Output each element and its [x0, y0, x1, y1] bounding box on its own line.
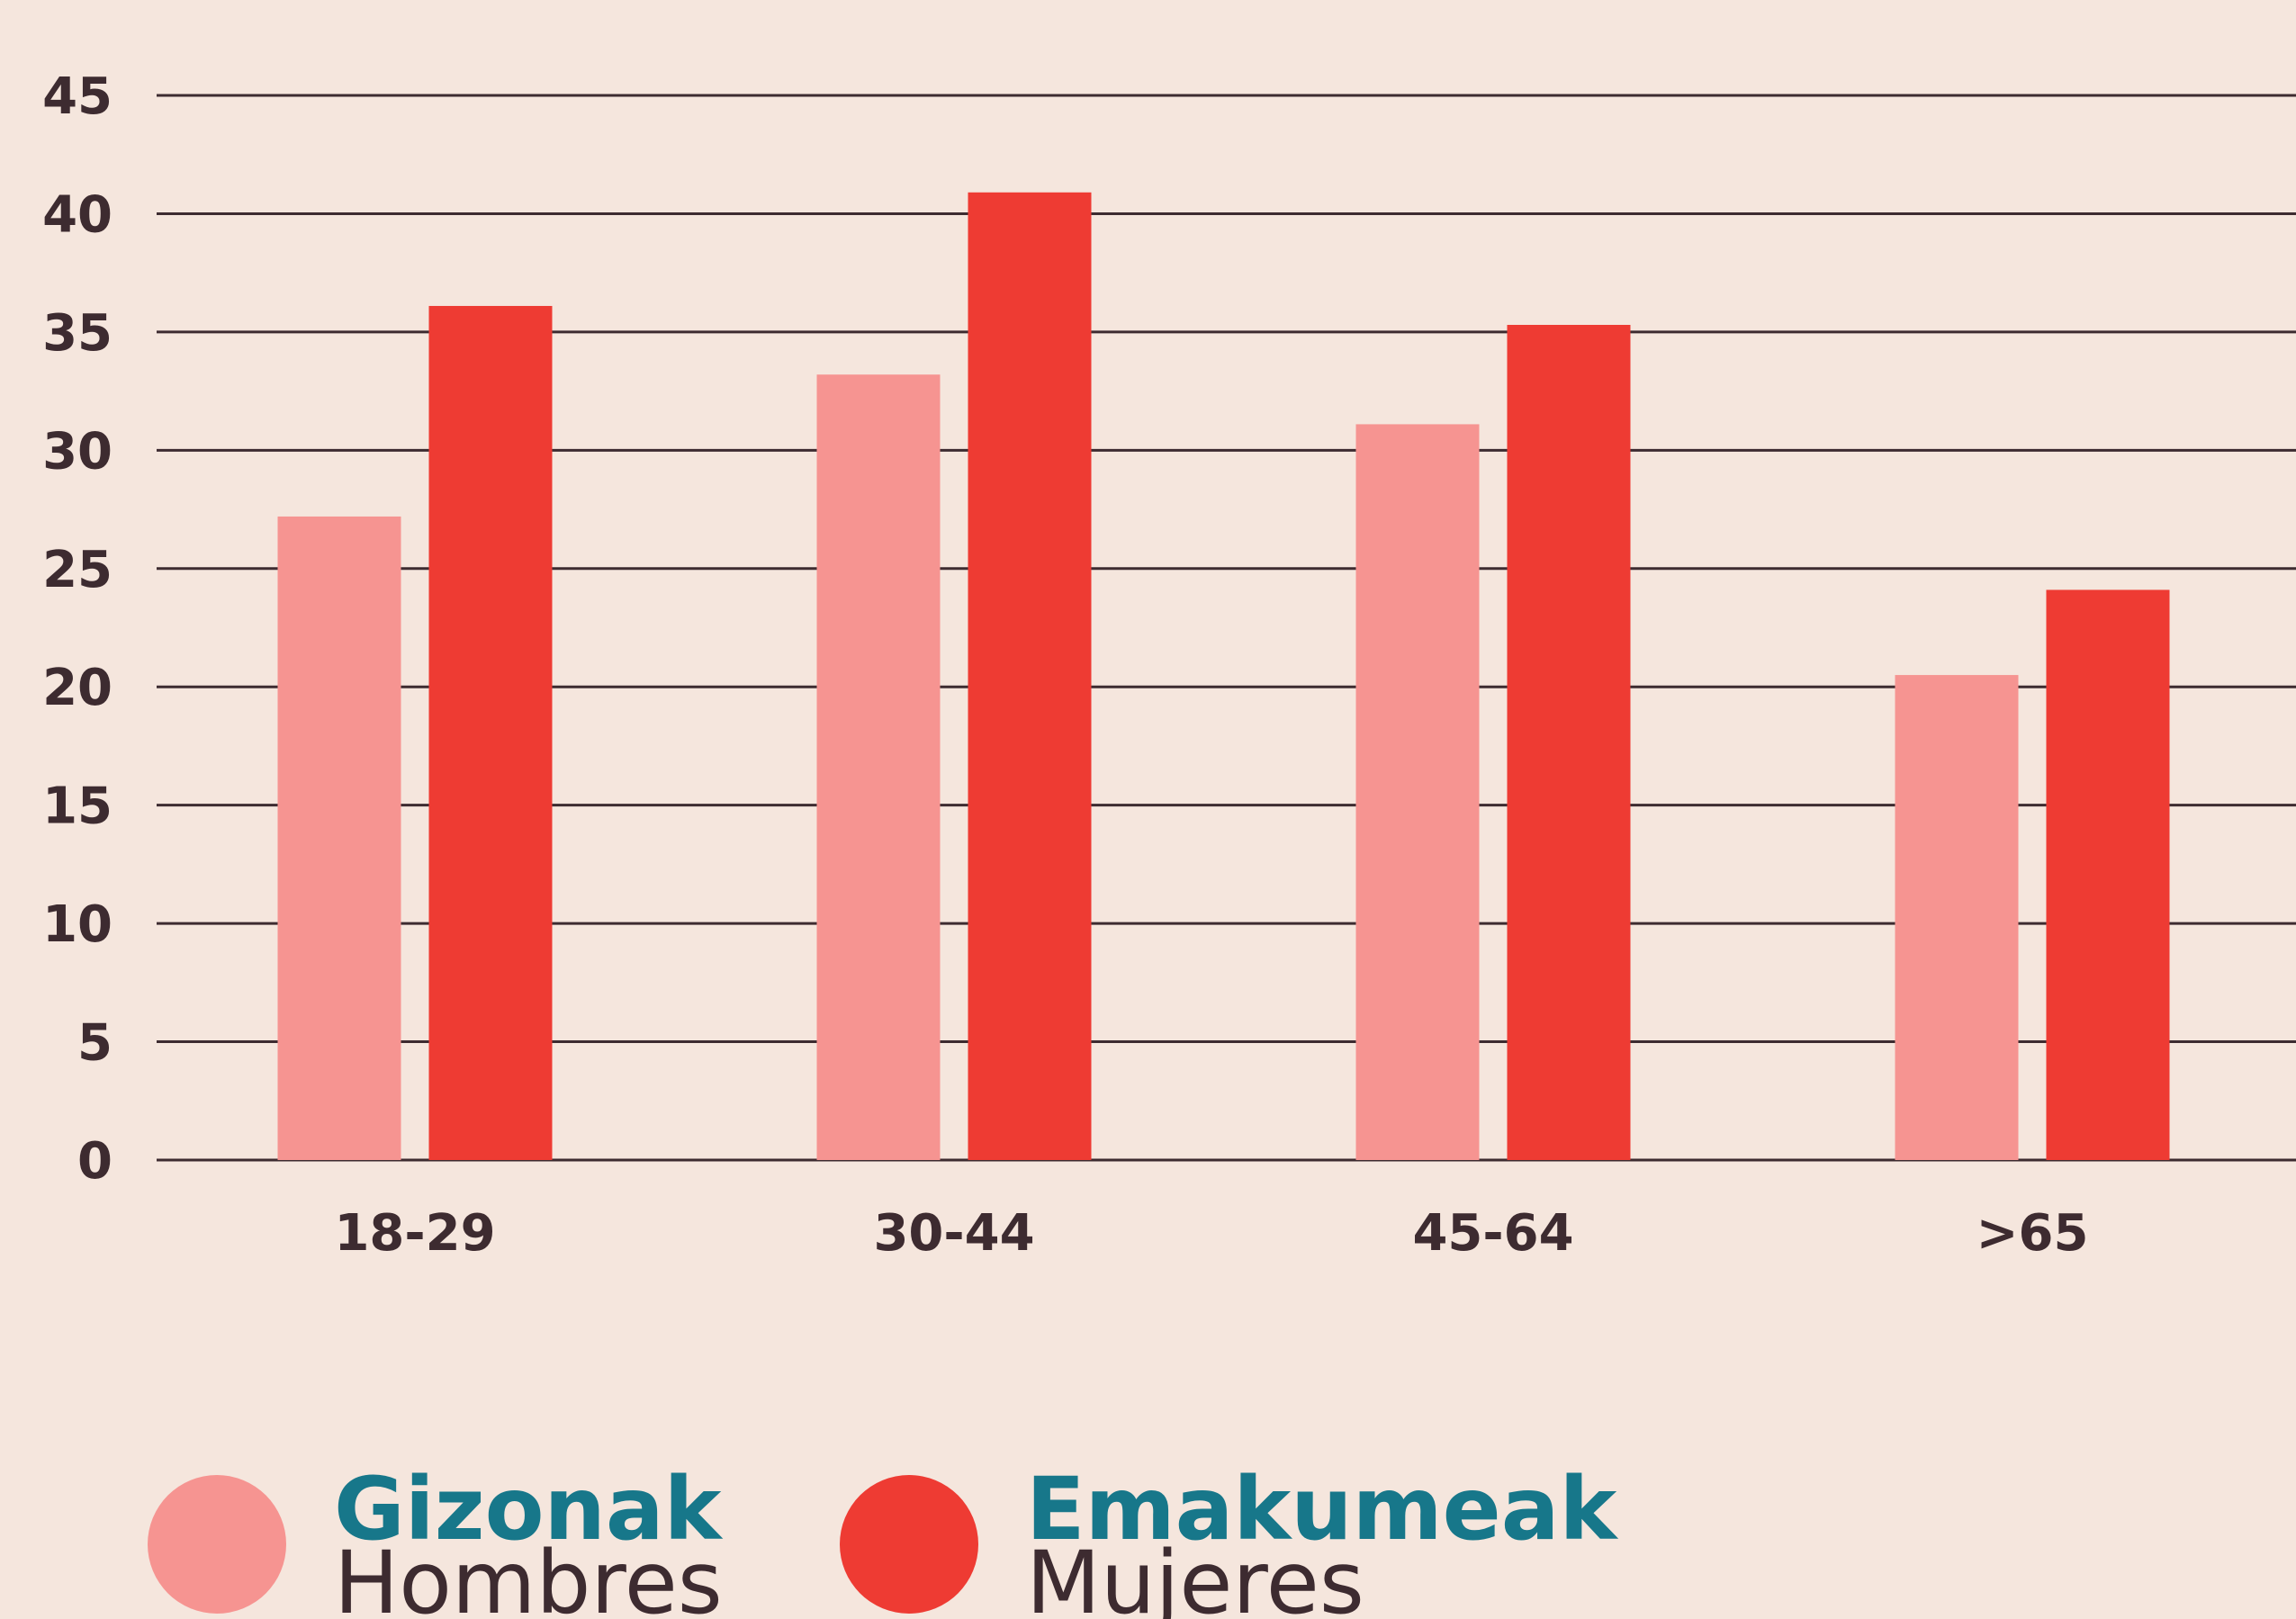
y-tick-label: 30 — [42, 422, 113, 481]
y-tick-label: 35 — [42, 304, 113, 363]
y-tick-label: 40 — [42, 185, 113, 244]
y-tick-label: 0 — [77, 1132, 113, 1191]
legend-swatch — [148, 1475, 286, 1614]
legend-sublabel: Hombres — [334, 1533, 723, 1619]
legend-sublabel: Mujeres — [1026, 1533, 1364, 1619]
y-tick-label: 45 — [42, 67, 113, 126]
legend-label: Emakumeak — [1026, 1459, 1619, 1560]
bar — [1507, 325, 1631, 1161]
legend-swatch — [840, 1475, 978, 1614]
y-tick-label: 5 — [77, 1014, 113, 1073]
bar — [1895, 675, 2019, 1160]
bar — [277, 516, 401, 1160]
bar — [428, 305, 553, 1161]
bar — [816, 374, 941, 1161]
x-tick-label: 45-64 — [1412, 1204, 1573, 1263]
bar — [2046, 589, 2170, 1160]
x-tick-label: 30-44 — [873, 1204, 1034, 1263]
y-tick-label: 25 — [42, 541, 113, 599]
y-tick-label: 15 — [42, 778, 113, 836]
x-tick-label: >65 — [1976, 1204, 2089, 1263]
bar — [1355, 424, 1480, 1161]
bar — [968, 192, 1092, 1161]
legend-label: Gizonak — [334, 1459, 724, 1560]
y-tick-label: 20 — [42, 659, 113, 717]
y-tick-label: 10 — [42, 895, 113, 954]
x-tick-label: 18-29 — [334, 1204, 495, 1263]
